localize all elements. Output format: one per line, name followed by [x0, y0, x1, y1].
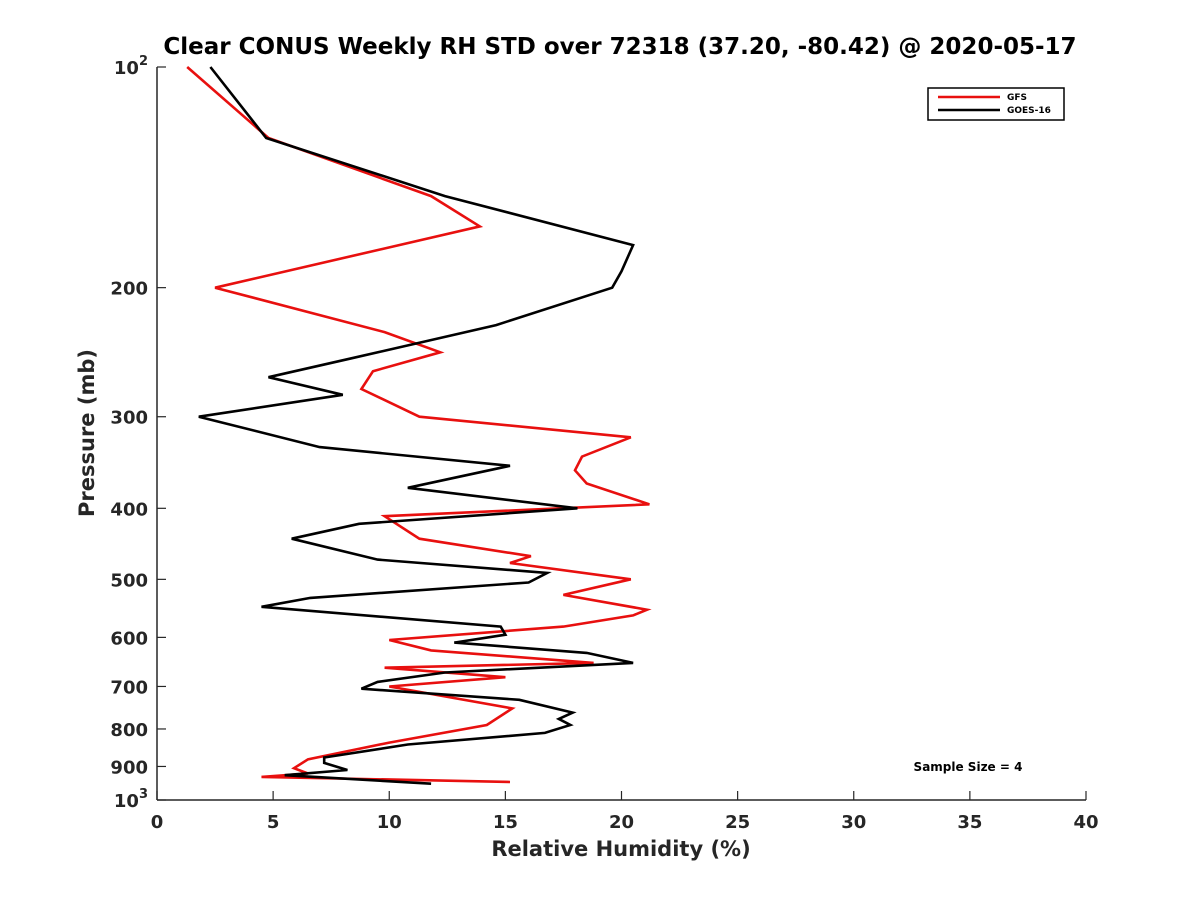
- x-tick-label: 0: [151, 812, 164, 833]
- series-line-goes16: [198, 66, 635, 785]
- y-tick-label: 300: [110, 408, 148, 429]
- x-axis-label: Relative Humidity (%): [491, 837, 750, 861]
- y-tick-label: 200: [110, 279, 148, 300]
- x-tick-label: 30: [841, 812, 866, 833]
- x-tick-label: 25: [725, 812, 750, 833]
- y-tick-label: 800: [110, 720, 148, 741]
- y-tick-label-exponent: 3: [139, 787, 148, 802]
- legend: GFS GOES-16: [927, 87, 1065, 121]
- y-tick-label-base: 10: [114, 58, 139, 79]
- x-tick-label: 35: [957, 812, 982, 833]
- y-tick-label: 900: [110, 757, 148, 778]
- y-tick-label: 400: [110, 499, 148, 520]
- legend-box: [927, 87, 1065, 121]
- series-layer: [186, 66, 652, 785]
- legend-label-gfs: GFS: [1007, 93, 1027, 103]
- x-tick-label: 40: [1073, 812, 1098, 833]
- x-tick-label: 10: [377, 812, 402, 833]
- y-tick-label: 103: [114, 787, 148, 812]
- series-line-gfs: [186, 66, 652, 784]
- legend-label-goes16: GOES-16: [1007, 106, 1051, 116]
- y-tick-label: 500: [110, 570, 148, 591]
- chart-title: Clear CONUS Weekly RH STD over 72318 (37…: [163, 34, 1076, 60]
- x-tick-label: 20: [609, 812, 634, 833]
- y-tick-label-exponent: 2: [139, 54, 148, 69]
- x-ticks: 0 5 10 15 20 25 30 35 40: [151, 791, 1099, 833]
- y-tick-label-base: 10: [114, 791, 139, 812]
- y-axis-label: Pressure (mb): [75, 349, 99, 517]
- y-tick-label: 700: [110, 677, 148, 698]
- y-tick-label: 102: [114, 54, 148, 79]
- sample-size-annotation: Sample Size = 4: [914, 760, 1023, 774]
- x-tick-label: 5: [267, 812, 280, 833]
- x-tick-label: 15: [493, 812, 518, 833]
- y-tick-label: 600: [110, 628, 148, 649]
- plot-area: [157, 67, 1086, 800]
